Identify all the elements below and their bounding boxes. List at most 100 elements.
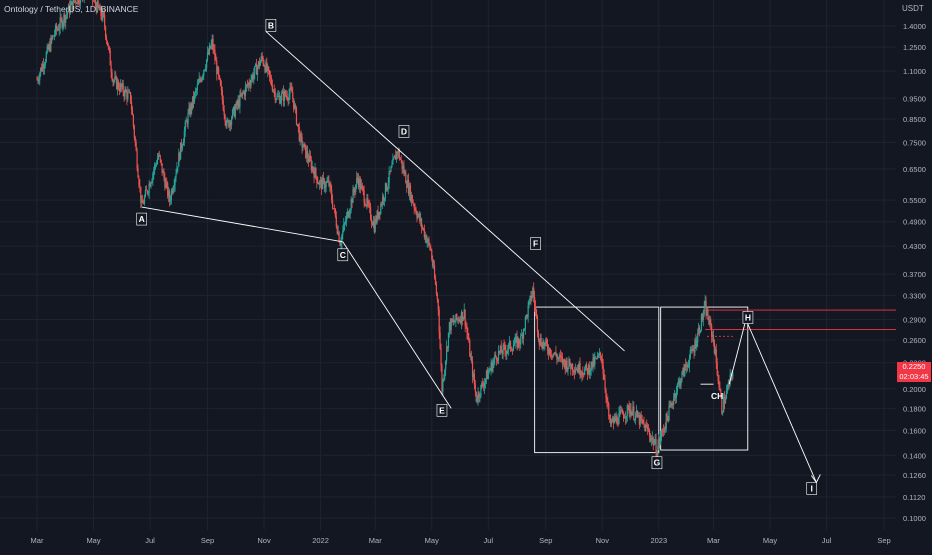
candle-body: [175, 174, 176, 178]
candle-body: [142, 201, 143, 204]
candle-body: [201, 77, 202, 81]
candle-body: [50, 38, 51, 51]
candle-body: [607, 401, 608, 405]
candle-body: [421, 219, 422, 227]
candle-body: [479, 396, 480, 397]
candle-body: [370, 207, 371, 219]
candle-body: [538, 332, 539, 339]
candle-body: [649, 431, 650, 436]
candle-body: [135, 137, 136, 143]
candle-body: [678, 382, 679, 384]
candle-body: [465, 310, 466, 326]
candle-body: [680, 380, 681, 385]
candle-body: [221, 86, 222, 91]
candle-body: [655, 439, 656, 453]
candle-body: [218, 68, 219, 76]
candle-body: [535, 306, 536, 310]
candle-body: [225, 115, 226, 122]
candle-body: [355, 185, 356, 192]
forecast-arrowhead: [811, 474, 820, 482]
candle-body: [384, 198, 385, 201]
candle-body: [197, 85, 198, 90]
candle-body: [363, 187, 364, 190]
candle-body: [439, 310, 440, 333]
candle-body: [270, 76, 271, 78]
x-tick-label: May: [763, 536, 777, 545]
x-tick-label: Nov: [596, 536, 610, 545]
candle-body: [654, 443, 655, 445]
candle-body: [292, 92, 293, 98]
candle-body: [393, 158, 394, 159]
candle-body: [222, 90, 223, 100]
candle-body: [80, 0, 81, 3]
candle-body: [204, 70, 205, 71]
y-tick-label: 1.2500: [903, 43, 926, 52]
candle-body: [456, 314, 457, 319]
y-tick-label: 0.4900: [903, 218, 926, 227]
candle-body: [446, 347, 447, 361]
candle-body: [177, 167, 178, 168]
candle-body: [235, 108, 236, 117]
candle-body: [560, 355, 561, 357]
candle-body: [391, 165, 392, 167]
y-tick-label: 0.1260: [903, 471, 926, 480]
candle-body: [454, 322, 455, 323]
candle-body: [677, 384, 678, 391]
candle-body: [60, 18, 61, 19]
candle-body: [316, 176, 317, 183]
x-tick-label: May: [86, 536, 100, 545]
candle-body: [325, 187, 326, 189]
candle-body: [157, 159, 158, 165]
candle-body: [137, 168, 138, 177]
candle-body: [326, 182, 327, 187]
candle-body: [445, 361, 446, 370]
candle-body: [401, 160, 402, 161]
candle-body: [174, 185, 175, 188]
x-tick-label: Mar: [369, 536, 382, 545]
candle-body: [440, 349, 441, 366]
trendline-b-descending: [266, 31, 625, 351]
wave-label-g: G: [654, 458, 661, 468]
candle-body: [345, 222, 346, 223]
candle-body: [170, 200, 171, 201]
x-tick-label: Sep: [877, 536, 890, 545]
candle-body: [443, 379, 444, 380]
candle-body: [176, 167, 177, 173]
candle-body: [111, 73, 112, 80]
candle-body: [206, 60, 207, 68]
candle-body: [471, 356, 472, 360]
candle-body: [716, 349, 717, 362]
candle-body: [515, 338, 516, 344]
candle-body: [392, 159, 393, 165]
y-tick-label: 0.2900: [903, 316, 926, 325]
candle-body: [136, 143, 137, 151]
candle-body: [488, 372, 489, 379]
candle-body: [113, 81, 114, 82]
candle-body: [183, 142, 184, 146]
candle-body: [323, 178, 324, 180]
wave-label-d: D: [401, 126, 407, 136]
candle-body: [657, 446, 658, 455]
candle-body: [340, 243, 341, 246]
candle-body: [118, 82, 119, 89]
candle-body: [349, 214, 350, 217]
candle-body: [423, 228, 424, 229]
candle-body: [245, 86, 246, 95]
bar-countdown: 02:03:45: [897, 372, 931, 382]
candle-body: [534, 297, 535, 306]
candle-body: [564, 359, 565, 362]
candle-body: [173, 189, 174, 193]
candle-body: [722, 412, 723, 413]
candle-body: [582, 372, 583, 374]
candle-body: [147, 190, 148, 193]
candle-body: [62, 23, 63, 27]
candle-body: [288, 94, 289, 100]
candle-body: [413, 203, 414, 205]
candle-body: [260, 61, 261, 65]
candle-body: [584, 369, 585, 375]
candle-body: [518, 338, 519, 343]
candle-body: [388, 183, 389, 188]
